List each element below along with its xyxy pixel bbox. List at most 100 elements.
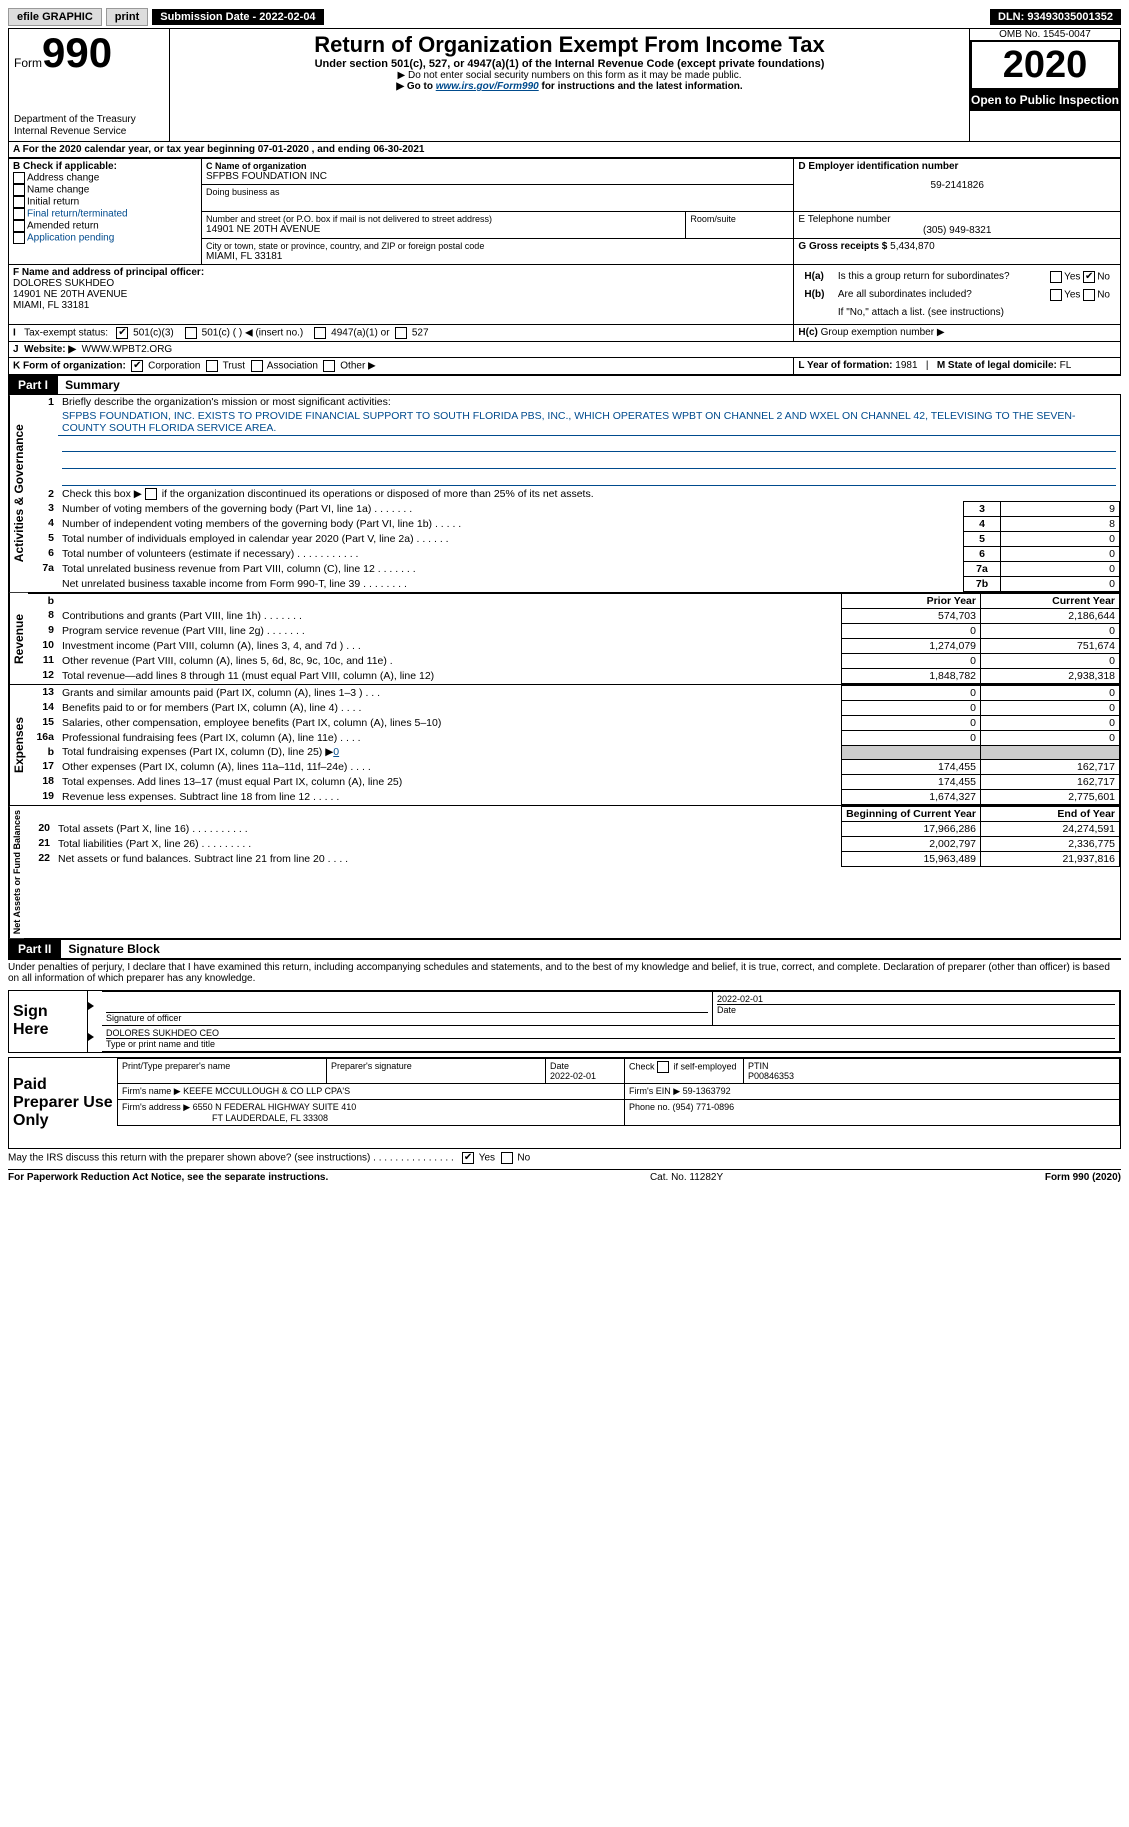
- firm-ein-label: Firm's EIN ▶: [629, 1086, 683, 1096]
- prior-17: 174,455: [842, 759, 981, 774]
- checkbox-amended[interactable]: Amended return: [13, 220, 197, 232]
- tax-status-label: Tax-exempt status:: [24, 327, 108, 338]
- phone: (305) 949-8321: [798, 225, 1116, 236]
- form-subtitle: Under section 501(c), 527, or 4947(a)(1)…: [175, 58, 964, 70]
- irs-link[interactable]: www.irs.gov/Form990: [436, 81, 539, 92]
- self-employed[interactable]: Check if self-employed: [625, 1058, 744, 1083]
- checkbox-discontinued[interactable]: [145, 488, 157, 500]
- firm-addr-label: Firm's address ▶: [122, 1102, 193, 1112]
- officer-street: 14901 NE 20TH AVENUE: [13, 289, 127, 300]
- val-7b: 0: [1001, 576, 1120, 591]
- checkbox-pending[interactable]: Application pending: [13, 232, 197, 244]
- firm-addr2: FT LAUDERDALE, FL 33308: [122, 1113, 328, 1123]
- ein-label: D Employer identification number: [798, 161, 1116, 172]
- domicile: FL: [1060, 360, 1072, 371]
- curr-10: 751,674: [981, 638, 1120, 653]
- street: 14901 NE 20TH AVENUE: [206, 224, 681, 235]
- prior-14: 0: [842, 700, 981, 715]
- prior-16a: 0: [842, 730, 981, 745]
- checkbox-discuss-no[interactable]: [501, 1152, 513, 1164]
- prior-15: 0: [842, 715, 981, 730]
- hc-label: Group exemption number ▶: [821, 327, 945, 338]
- checkbox-trust[interactable]: [206, 360, 218, 372]
- checkbox-4947[interactable]: [314, 327, 326, 339]
- checkbox-final[interactable]: Final return/terminated: [13, 208, 197, 220]
- ptin-label: PTIN: [748, 1061, 769, 1071]
- hb-label: Are all subordinates included?: [834, 287, 1036, 303]
- checkbox-assoc[interactable]: [251, 360, 263, 372]
- curr-17: 162,717: [981, 759, 1120, 774]
- hb-note: If "No," attach a list. (see instruction…: [834, 305, 1114, 320]
- checkbox-527[interactable]: [395, 327, 407, 339]
- side-governance: Activities & Governance: [9, 395, 28, 592]
- prep-date-label: Date: [550, 1061, 569, 1071]
- curr-19: 2,775,601: [981, 789, 1120, 804]
- website-label: Website: ▶: [24, 344, 76, 355]
- part-1-title: Summary: [61, 378, 120, 392]
- form-header: Form 990 Return of Organization Exempt F…: [8, 28, 1121, 142]
- line-5: Total number of individuals employed in …: [58, 531, 964, 546]
- section-b-label: B Check if applicable:: [13, 161, 197, 172]
- checkbox-address[interactable]: Address change: [13, 172, 197, 184]
- sig-date-label: Date: [717, 1004, 1115, 1015]
- line-12: Total revenue—add lines 8 through 11 (mu…: [58, 668, 842, 683]
- col-eoy: End of Year: [981, 806, 1120, 821]
- checkbox-other[interactable]: [323, 360, 335, 372]
- firm-addr1: 6550 N FEDERAL HIGHWAY SUITE 410: [193, 1102, 357, 1112]
- checkbox-initial[interactable]: Initial return: [13, 196, 197, 208]
- val-3: 9: [1001, 501, 1120, 516]
- line-17: Other expenses (Part IX, column (A), lin…: [58, 759, 842, 774]
- footer-right: Form 990 (2020): [1045, 1172, 1121, 1183]
- side-expenses: Expenses: [9, 685, 28, 805]
- line-19: Revenue less expenses. Subtract line 18 …: [58, 789, 842, 804]
- eoy-22: 21,937,816: [981, 851, 1120, 866]
- sig-officer-label: Signature of officer: [106, 1012, 708, 1023]
- val-6: 0: [1001, 546, 1120, 561]
- checkbox-501c3[interactable]: [116, 327, 128, 339]
- website: WWW.WPBT2.ORG: [82, 344, 173, 355]
- line-13: Grants and similar amounts paid (Part IX…: [58, 685, 842, 700]
- ssn-warning: ▶ Do not enter social security numbers o…: [175, 70, 964, 81]
- line-8: Contributions and grants (Part VIII, lin…: [58, 608, 842, 623]
- col-curr: Current Year: [981, 593, 1120, 608]
- checkbox-name[interactable]: Name change: [13, 184, 197, 196]
- firm-name-label: Firm's name ▶: [122, 1086, 183, 1096]
- year-formation: 1981: [895, 360, 917, 371]
- omb-number: OMB No. 1545-0047: [970, 29, 1120, 40]
- val-5: 0: [1001, 531, 1120, 546]
- boy-22: 15,963,489: [842, 851, 981, 866]
- paid-preparer-block: Paid Preparer Use Only Print/Type prepar…: [8, 1057, 1121, 1149]
- prior-12: 1,848,782: [842, 668, 981, 683]
- checkbox-501c[interactable]: [185, 327, 197, 339]
- efile-button[interactable]: efile GRAPHIC: [8, 8, 102, 26]
- pointer-icon: [88, 1002, 94, 1010]
- part-2-title: Signature Block: [64, 942, 159, 956]
- prior-19: 1,674,327: [842, 789, 981, 804]
- print-button[interactable]: print: [106, 8, 148, 26]
- line-22: Net assets or fund balances. Subtract li…: [54, 851, 842, 866]
- checkbox-corp[interactable]: [131, 360, 143, 372]
- curr-16a: 0: [981, 730, 1120, 745]
- tax-year: 2020: [970, 40, 1120, 90]
- officer-city: MIAMI, FL 33181: [13, 300, 89, 311]
- prior-8: 574,703: [842, 608, 981, 623]
- signature-block: Sign Here Signature of officer 2022-02-0…: [8, 990, 1121, 1053]
- org-name: SFPBS FOUNDATION INC: [206, 171, 789, 182]
- checkbox-discuss-yes[interactable]: [462, 1152, 474, 1164]
- ha-label: Is this a group return for subordinates?: [834, 269, 1036, 285]
- curr-11: 0: [981, 653, 1120, 668]
- footer-left: For Paperwork Reduction Act Notice, see …: [8, 1172, 328, 1183]
- firm-name: KEEFE MCCULLOUGH & CO LLP CPA'S: [183, 1086, 350, 1096]
- curr-9: 0: [981, 623, 1120, 638]
- officer-name-title: DOLORES SUKHDEO CEO: [106, 1028, 1115, 1038]
- footer: For Paperwork Reduction Act Notice, see …: [8, 1169, 1121, 1183]
- city: MIAMI, FL 33181: [206, 251, 789, 262]
- curr-12: 2,938,318: [981, 668, 1120, 683]
- line-6: Total number of volunteers (estimate if …: [58, 546, 964, 561]
- ptin: P00846353: [748, 1071, 794, 1081]
- phone-label: E Telephone number: [798, 214, 1116, 225]
- officer-name: DOLORES SUKHDEO: [13, 278, 114, 289]
- preparer-sig-label: Preparer's signature: [327, 1058, 546, 1083]
- firm-phone-label: Phone no.: [629, 1102, 673, 1112]
- footer-mid: Cat. No. 11282Y: [650, 1172, 723, 1183]
